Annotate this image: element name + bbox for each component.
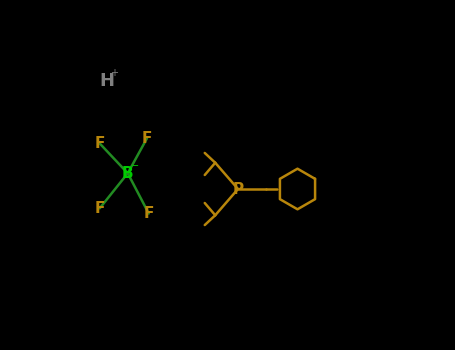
Text: P: P — [233, 182, 243, 196]
Text: F: F — [95, 136, 105, 151]
Text: F: F — [95, 201, 105, 216]
Text: +: + — [111, 68, 118, 78]
Text: F: F — [142, 131, 152, 146]
Text: F: F — [144, 206, 154, 221]
Text: H: H — [99, 71, 114, 90]
Text: B: B — [122, 166, 134, 181]
Text: −: − — [131, 161, 140, 170]
